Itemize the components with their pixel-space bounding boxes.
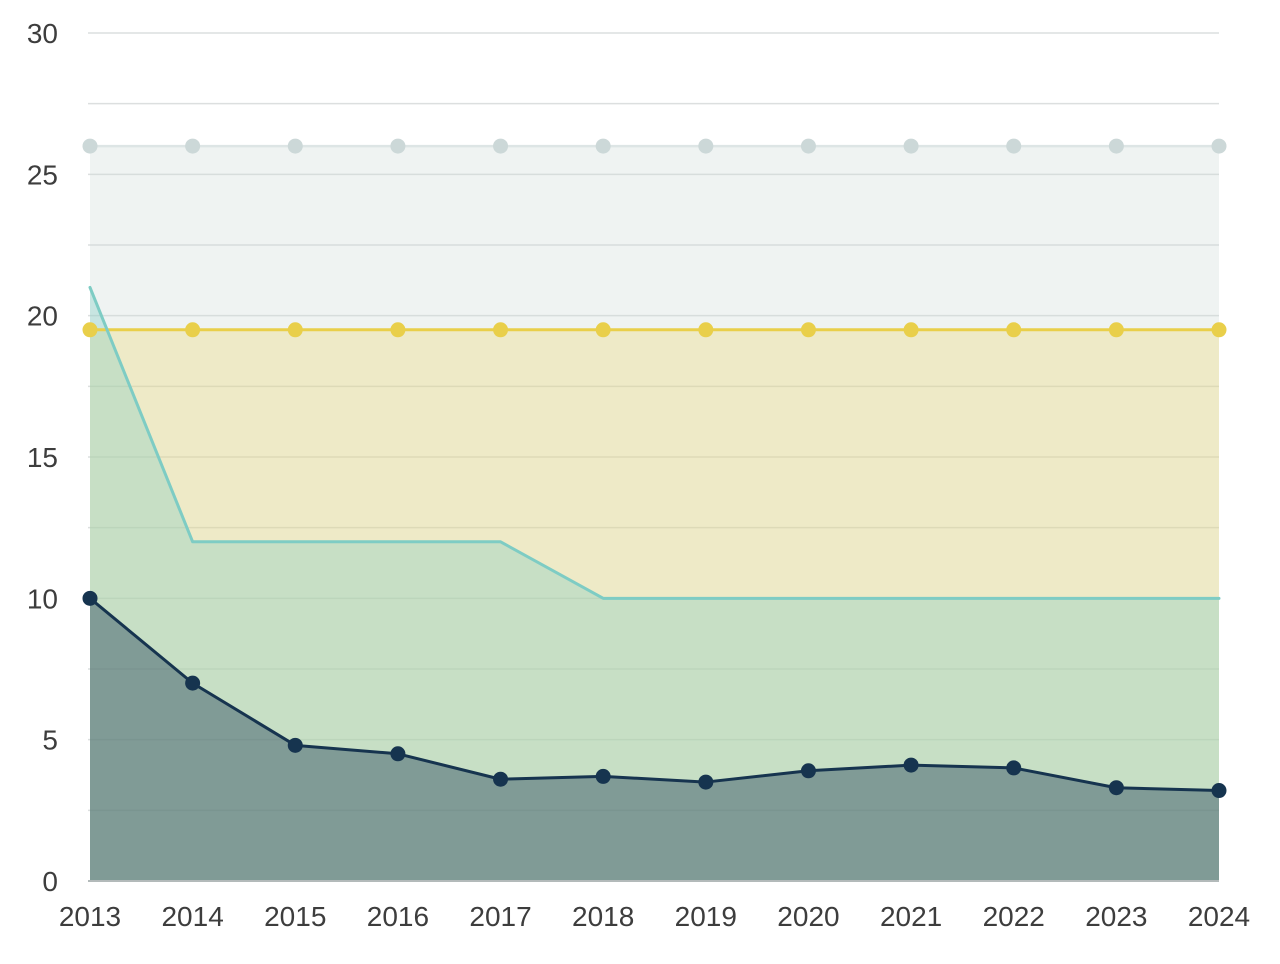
- marker-flat-19-5: [82, 322, 98, 338]
- y-tick-label: 30: [27, 18, 58, 49]
- marker-navy-declining: [82, 590, 98, 606]
- x-tick-label: 2020: [777, 901, 839, 932]
- x-tick-label: 2017: [469, 901, 531, 932]
- marker-flat-26: [698, 138, 714, 154]
- marker-flat-26: [1108, 138, 1124, 154]
- marker-navy-declining: [800, 763, 816, 779]
- marker-flat-19-5: [185, 322, 201, 338]
- x-tick-label: 2019: [675, 901, 737, 932]
- x-tick-label: 2024: [1188, 901, 1250, 932]
- x-tick-label: 2021: [880, 901, 942, 932]
- marker-flat-19-5: [698, 322, 714, 338]
- x-tick-label: 2023: [1085, 901, 1147, 932]
- marker-navy-declining: [493, 771, 509, 787]
- marker-flat-26: [1006, 138, 1022, 154]
- marker-navy-declining: [698, 774, 714, 790]
- x-tick-label: 2018: [572, 901, 634, 932]
- marker-flat-26: [185, 138, 201, 154]
- y-tick-label: 15: [27, 442, 58, 473]
- y-tick-label: 20: [27, 301, 58, 332]
- area-flat-19-5: [90, 329, 1219, 881]
- marker-flat-26: [493, 138, 509, 154]
- marker-flat-19-5: [800, 322, 816, 338]
- marker-flat-19-5: [1006, 322, 1022, 338]
- marker-navy-declining: [287, 737, 303, 753]
- marker-navy-declining: [390, 746, 406, 762]
- marker-flat-19-5: [595, 322, 611, 338]
- y-tick-label: 10: [27, 583, 58, 614]
- marker-flat-26: [287, 138, 303, 154]
- marker-navy-declining: [1006, 760, 1022, 776]
- x-tick-label: 2014: [161, 901, 223, 932]
- marker-flat-26: [390, 138, 406, 154]
- marker-flat-26: [595, 138, 611, 154]
- marker-flat-19-5: [1211, 322, 1227, 338]
- x-tick-label: 2022: [983, 901, 1045, 932]
- x-tick-label: 2015: [264, 901, 326, 932]
- marker-flat-26: [903, 138, 919, 154]
- y-tick-label: 0: [42, 866, 58, 897]
- area-navy-declining: [90, 598, 1219, 881]
- line-teal-step: [88, 285, 1221, 600]
- marker-flat-19-5: [390, 322, 406, 338]
- y-tick-label: 25: [27, 159, 58, 190]
- marker-flat-19-5: [903, 322, 919, 338]
- marker-navy-declining: [903, 757, 919, 773]
- marker-navy-declining: [1108, 780, 1124, 796]
- area-teal-step: [90, 287, 1219, 881]
- marker-flat-26: [800, 138, 816, 154]
- marker-flat-19-5: [1108, 322, 1124, 338]
- marker-flat-26: [1211, 138, 1227, 154]
- marker-flat-19-5: [287, 322, 303, 338]
- y-tick-label: 5: [42, 725, 58, 756]
- marker-navy-declining: [595, 768, 611, 784]
- x-tick-label: 2013: [59, 901, 121, 932]
- line-navy-declining: [88, 596, 1221, 793]
- marker-flat-26: [82, 138, 98, 154]
- marker-navy-declining: [1211, 783, 1227, 799]
- marker-navy-declining: [185, 675, 201, 691]
- x-tick-label: 2016: [367, 901, 429, 932]
- marker-flat-19-5: [493, 322, 509, 338]
